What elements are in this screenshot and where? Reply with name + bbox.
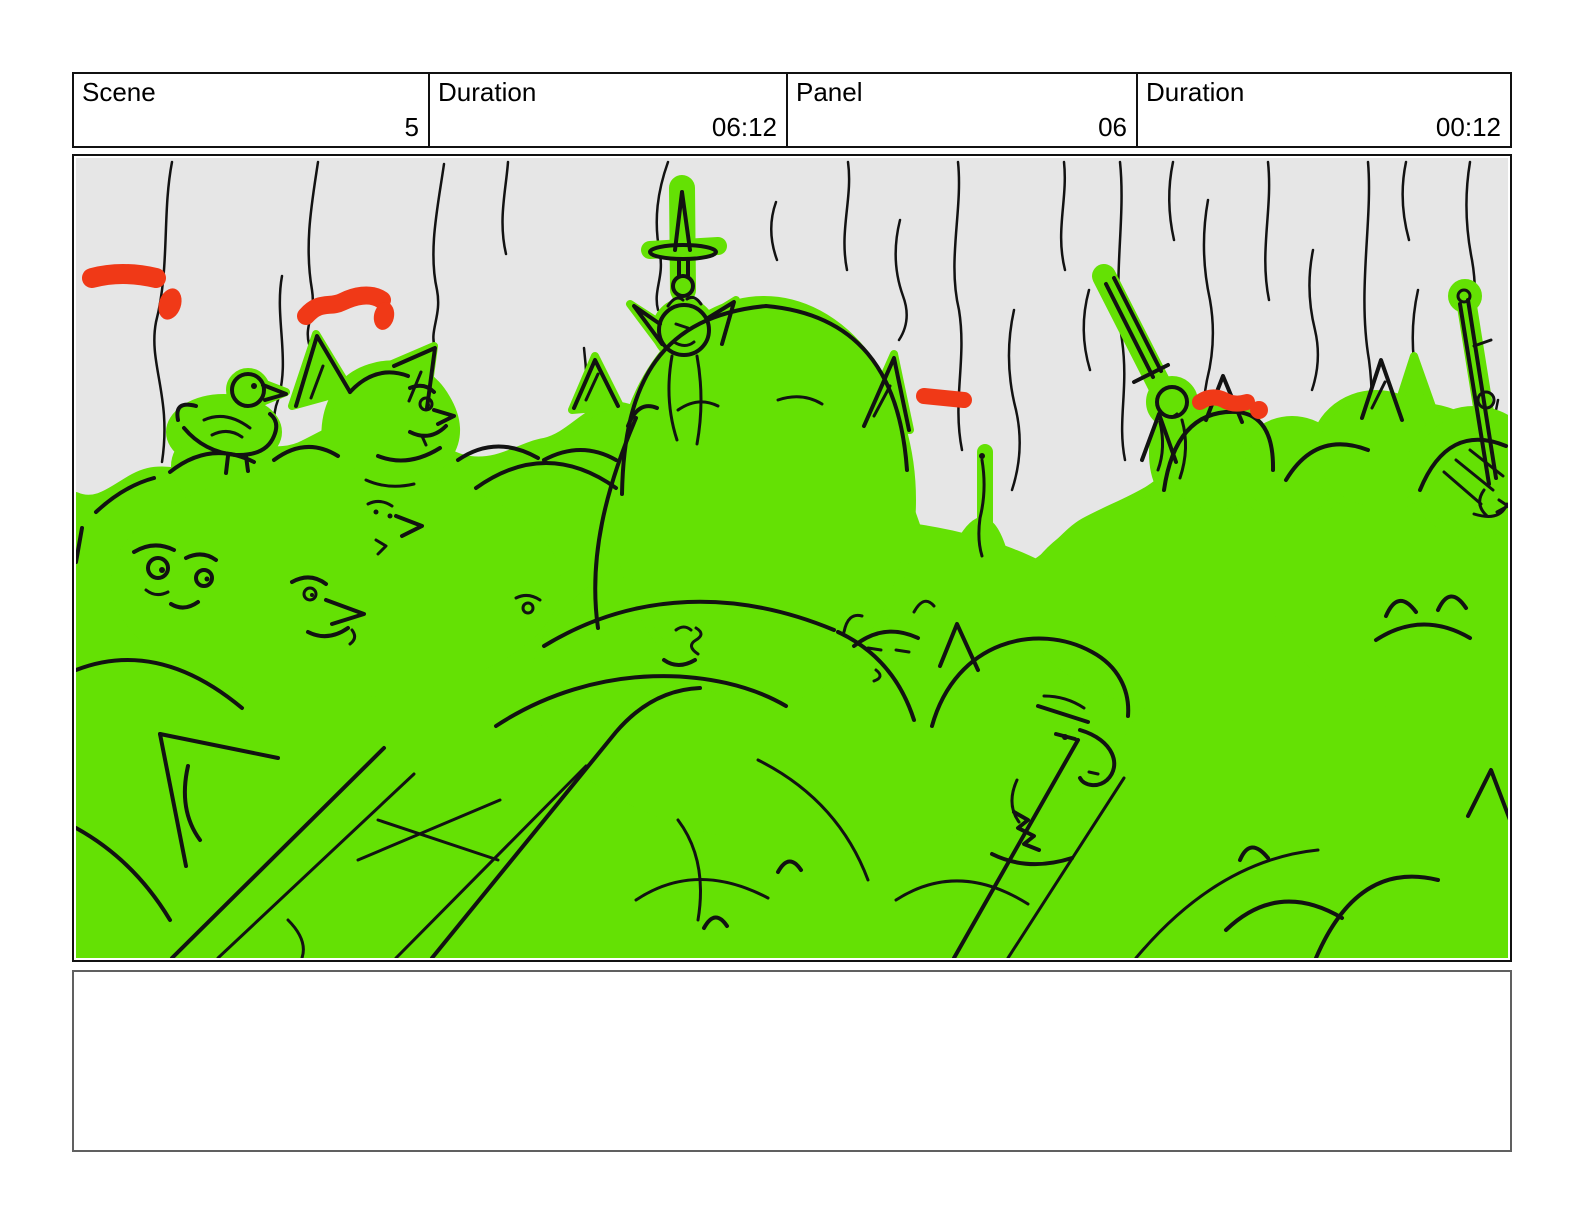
scene-label: Scene [82,77,156,107]
panel-duration-cell: Duration 00:12 [1138,74,1510,146]
scene-duration-value: 06:12 [711,112,777,142]
scene-cell: Scene 5 [74,74,430,146]
sword-and-right-crowd-ink [1104,276,1508,958]
panel-duration-value: 00:12 [1435,112,1501,142]
panel-cell: Panel 06 [788,74,1138,146]
left-goblin-faces-ink [76,499,703,667]
caption-box [72,970,1512,1152]
panel-duration-label: Duration [1146,77,1245,107]
thin-staff-ink [977,458,986,558]
red-marker-scribbles [82,264,1268,419]
bottom-left-goblin-ink [76,658,502,958]
panel-info-bar: Scene 5 Duration 06:12 Panel 06 Duration… [72,72,1512,148]
panel-value: 06 [1098,112,1127,142]
worried-goblin-ink [842,599,936,683]
dagger-goblin-ink [632,190,736,446]
goblin-crowd-sketch [76,158,1508,958]
storyboard-drawing-panel [72,154,1512,962]
scene-duration-label: Duration [438,77,537,107]
angry-goblin-ink [930,622,1131,867]
big-eared-goblin-ink [294,334,456,488]
panel-label: Panel [796,77,863,107]
scene-duration-cell: Duration 06:12 [430,74,788,146]
sketch-ink-details [76,190,1508,958]
central-goblin-head [612,296,916,704]
goblin-crowd-silhouette [76,175,1508,958]
scene-value: 5 [404,112,419,142]
central-goblin-ink [394,304,1126,958]
bottom-crowd-ink [634,859,1030,930]
